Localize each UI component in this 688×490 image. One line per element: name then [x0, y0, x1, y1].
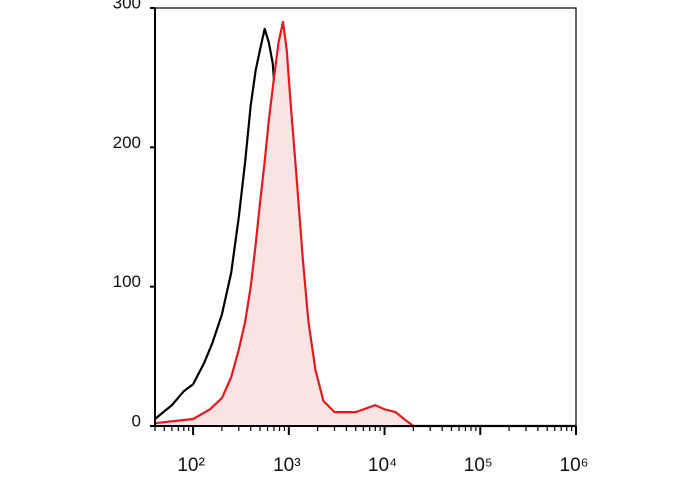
line	[154, 27, 576, 428]
x-tick-label: 10⁶	[560, 455, 589, 476]
y-tick-label: 300	[113, 0, 141, 12]
x-tick-label: 10³	[273, 455, 300, 476]
y-tick-label: 100	[113, 272, 141, 291]
y-tick-label: 200	[113, 133, 141, 152]
y-tick-label: 0	[132, 411, 141, 430]
area	[155, 21, 414, 427]
line	[154, 20, 415, 427]
x-tick-label: 10⁵	[464, 455, 493, 476]
plot-frame	[154, 7, 577, 427]
x-tick-label: 10²	[177, 455, 204, 476]
x-tick-label: 10⁴	[368, 455, 397, 476]
